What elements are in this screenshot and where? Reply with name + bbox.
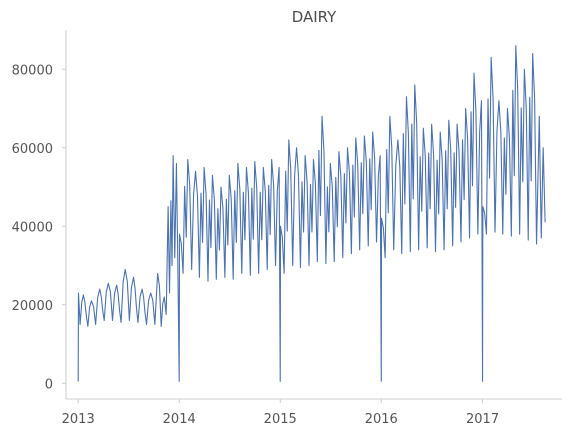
y-tick-label: 0 (45, 377, 53, 392)
y-tick-label: 60000 (12, 142, 53, 157)
series-group (77, 45, 546, 382)
chart-title: DAIRY (292, 8, 337, 26)
x-tick-label: 2015 (264, 412, 297, 427)
x-tick-labels: 2013 2014 2015 2016 2017 (62, 399, 499, 427)
x-tick-label: 2013 (62, 412, 95, 427)
y-tick-label: 20000 (12, 299, 53, 314)
axes (65, 30, 562, 400)
y-tick-labels: 0 20000 40000 60000 80000 (12, 63, 66, 392)
x-tick-label: 2016 (365, 412, 398, 427)
x-tick-label: 2014 (163, 412, 196, 427)
series-line-0 (77, 45, 546, 382)
y-tick-label: 80000 (12, 63, 53, 78)
y-tick-label: 40000 (12, 220, 53, 235)
x-tick-label: 2017 (466, 412, 499, 427)
